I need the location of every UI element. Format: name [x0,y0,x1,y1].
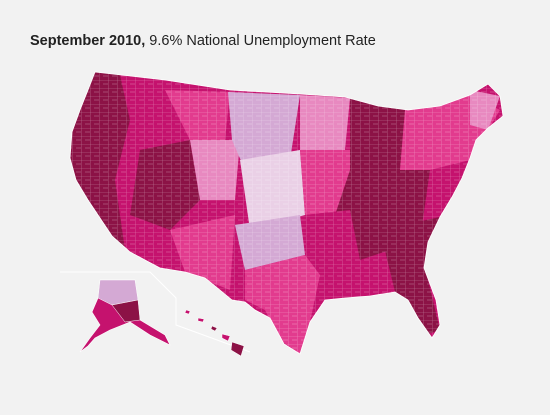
map-title: September 2010, 9.6% National Unemployme… [30,33,376,49]
hawaii [184,309,245,357]
map-title-rate: 9.6% National Unemployment Rate [145,33,376,49]
contiguous-us [69,71,504,355]
inset-divider [60,271,251,353]
alaska [79,279,171,353]
map-title-date: September 2010, [30,33,146,49]
